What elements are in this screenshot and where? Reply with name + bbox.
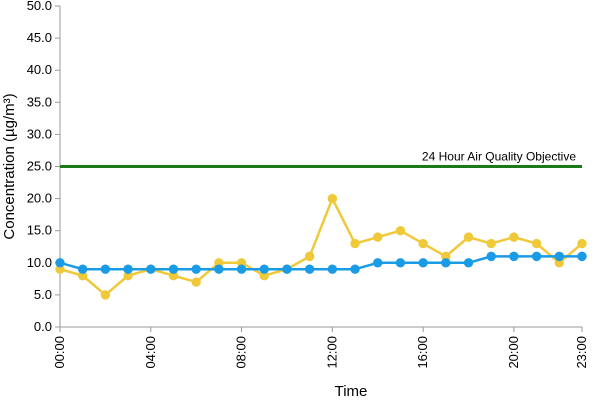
y-tick-label: 35.0	[27, 94, 52, 109]
series-1-point	[304, 251, 315, 262]
y-tick-label: 45.0	[27, 30, 52, 45]
series-1-point	[327, 193, 338, 204]
series-2-point	[214, 264, 224, 274]
series-2-point	[373, 258, 383, 268]
series-1-point	[395, 226, 406, 236]
series-2-point	[259, 264, 269, 274]
series-2-point	[577, 251, 587, 262]
series-1-point	[191, 277, 201, 287]
series-2-point	[531, 251, 542, 262]
series-1-line	[59, 197, 583, 297]
x-tick-label: 16:00	[415, 336, 430, 369]
series-2-point	[55, 258, 65, 268]
y-tick-label: 0.0	[34, 319, 52, 334]
y-tick-label: 40.0	[27, 62, 52, 77]
x-tick-label: 12:00	[324, 336, 339, 369]
series-1-point	[100, 290, 111, 300]
series-1-point	[486, 238, 496, 249]
series-2-point	[418, 258, 428, 268]
series-2-point	[554, 251, 565, 262]
x-tick-label: 20:00	[506, 336, 521, 369]
series-2-point	[236, 264, 247, 274]
series-1-point	[463, 232, 474, 242]
x-tick-label: 08:00	[234, 336, 249, 369]
series-1-point	[350, 238, 360, 249]
y-tick-label: 30.0	[27, 126, 52, 141]
x-tick-label: 00:00	[52, 336, 67, 369]
series-1-point	[509, 232, 519, 242]
series-1-point	[418, 238, 428, 249]
x-axis-title: Time	[335, 383, 368, 400]
series-2-point	[441, 258, 451, 268]
series-2-point	[463, 258, 474, 268]
series-2-point	[100, 264, 111, 274]
series-group	[55, 193, 587, 300]
x-axis-ticks: 00:00 04:00 08:00 12:00 16:00 20:00 23:00	[52, 327, 589, 369]
series-1-point	[373, 232, 383, 242]
series-2-point	[395, 258, 406, 268]
reference-line-group: 24 Hour Air Quality Objective	[60, 150, 582, 168]
y-tick-label: 25.0	[27, 159, 52, 174]
series-2-point	[304, 264, 315, 274]
series-2-point	[350, 264, 360, 274]
y-tick-label: 15.0	[27, 223, 52, 238]
series-2-line	[59, 255, 582, 271]
y-tick-label: 5.0	[34, 287, 52, 302]
series-2-point	[509, 251, 519, 262]
series-1-point	[531, 238, 542, 249]
series-2-point	[77, 264, 88, 274]
x-tick-label: 04:00	[143, 336, 158, 369]
x-tick-label: 23:00	[574, 336, 589, 369]
series-2-point	[282, 264, 292, 274]
y-axis-ticks: 0.0 5.0 10.0 15.0 20.0 25.0 30.0 35.0 40.0 45.0 50…	[27, 0, 60, 334]
reference-line-label: 24 Hour Air Quality Objective	[422, 150, 576, 164]
y-tick-label: 10.0	[27, 255, 52, 270]
y-tick-label: 50.0	[27, 0, 52, 13]
series-2-point	[168, 264, 179, 274]
series-2-point	[327, 264, 338, 274]
series-2-point	[486, 251, 496, 262]
series-2-point	[191, 264, 201, 274]
series-2-point	[123, 264, 133, 274]
series-2-point	[146, 264, 156, 274]
series-1-point	[577, 238, 587, 249]
y-axis-title: Concentration (µg/m³)	[1, 93, 18, 239]
y-tick-label: 20.0	[27, 191, 52, 206]
